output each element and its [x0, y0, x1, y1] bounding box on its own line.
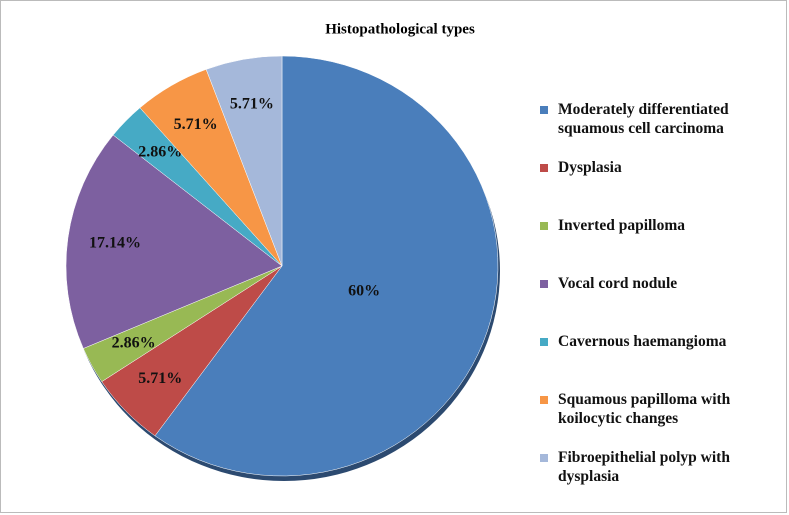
pie-slice — [205, 55, 283, 267]
legend-item: Cavernous haemangioma — [540, 332, 780, 390]
legend-swatch — [540, 454, 548, 462]
legend-item: Moderately differentiated squamous cell … — [540, 100, 780, 158]
legend-item: Squamous papilloma with koilocytic chang… — [540, 390, 780, 448]
pie-slice — [65, 134, 283, 349]
legend-swatch — [540, 106, 548, 114]
legend-swatch — [540, 280, 548, 288]
legend-label: Vocal cord nodule — [558, 275, 678, 292]
legend-item: Vocal cord nodule — [540, 274, 780, 332]
legend-swatch — [540, 164, 548, 172]
data-label: 5.71% — [230, 96, 274, 113]
data-label: 5.71% — [138, 370, 182, 387]
legend: Moderately differentiated squamous cell … — [540, 100, 780, 506]
data-label: 2.86% — [138, 143, 182, 160]
legend-swatch — [540, 396, 548, 404]
legend-label: Squamous papilloma with koilocytic chang… — [558, 391, 731, 427]
legend-item: Fibroepithelial polyp with dysplasia — [540, 448, 780, 506]
data-label: 17.14% — [89, 235, 141, 252]
data-label: 5.71% — [174, 116, 218, 133]
pie: 60% 5.71% 2.86% 17.14% 2.86% 5.71% 5.71% — [65, 55, 500, 481]
legend-label: Cavernous haemangioma — [558, 333, 727, 350]
legend-item: Inverted papilloma — [540, 216, 780, 274]
data-label: 60% — [348, 283, 380, 300]
legend-label: Moderately differentiated squamous cell … — [558, 101, 729, 137]
legend-label: Dysplasia — [558, 159, 622, 176]
legend-item: Dysplasia — [540, 158, 780, 216]
chart-title: Histopathological types — [325, 21, 475, 37]
data-label: 2.86% — [112, 334, 156, 351]
legend-swatch — [540, 222, 548, 230]
legend-label: Fibroepithelial polyp with dysplasia — [558, 449, 730, 485]
pie-slice — [154, 55, 499, 477]
legend-label: Inverted papilloma — [558, 217, 686, 234]
legend-swatch — [540, 338, 548, 346]
